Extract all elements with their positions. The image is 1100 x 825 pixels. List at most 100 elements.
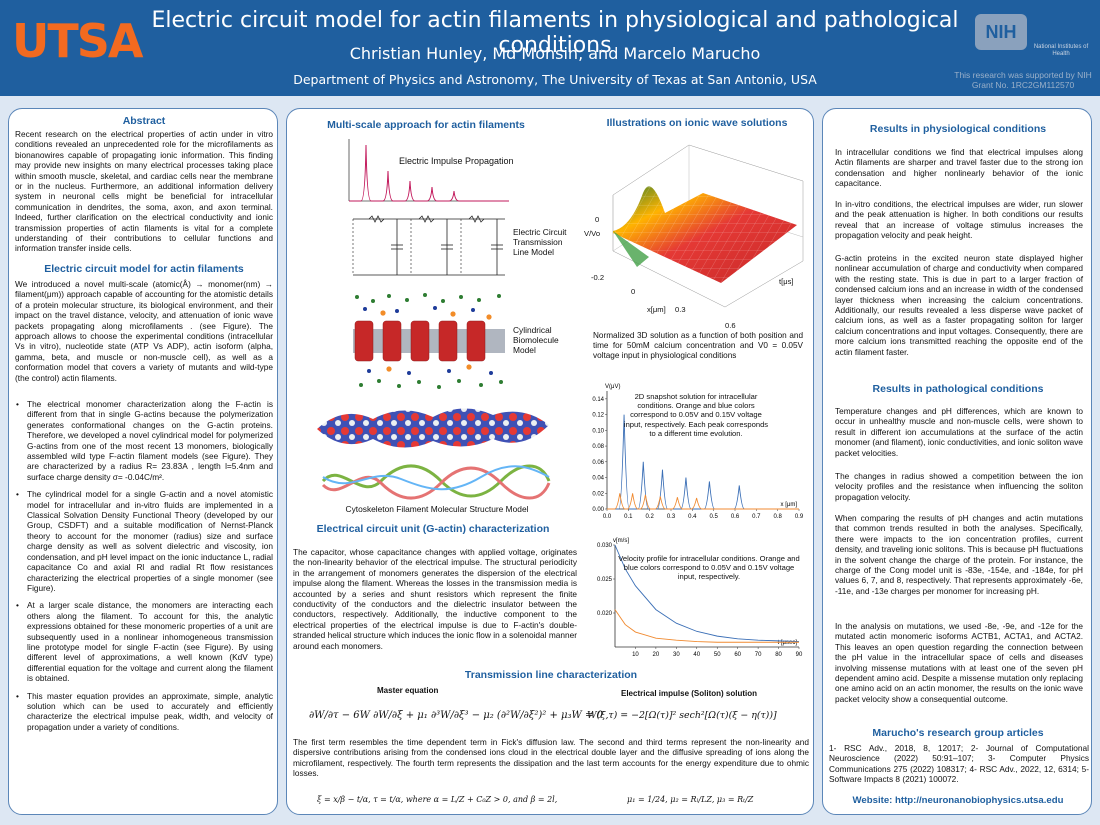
x-tick-label: 70 — [755, 652, 762, 658]
master-equation: ∂W/∂τ − 6W ∂W/∂ξ + μ₁ ∂³W/∂ξ³ − μ₂ (∂²W/… — [309, 710, 603, 721]
cylinder-model-label: Cylindrical Biomolecule Model — [513, 325, 559, 355]
y-tick-label: 0.14 — [592, 397, 604, 403]
physiological-paragraph: In in-vitro conditions, the electrical i… — [835, 199, 1083, 241]
poster-header: UTSA Electric circuit model for actin fi… — [0, 0, 1100, 96]
snapshot-caption: 2D snapshot solution for intracellular c… — [623, 392, 769, 438]
x-tick-label: 40 — [693, 652, 700, 658]
velocity-chart: 10 20 30 40 50 60 70 80 90 0.020 0.025 0.030 t [μsec… — [597, 538, 803, 658]
x-tick-label: 0.9 — [795, 514, 804, 520]
pathological-paragraph: The changes in radius showed a competiti… — [835, 471, 1083, 502]
x-tick-label: 0.0 — [603, 514, 612, 520]
website-link[interactable]: Website: http://neuronanobiophysics.utsa… — [852, 795, 1064, 806]
y-axis-label: t[μs] — [779, 277, 794, 286]
y-tick-label: 0.025 — [597, 577, 613, 583]
variables-equation: ξ = x/β − t/α, τ = t/α, where α = L/Z + … — [317, 795, 558, 804]
x-tick-label: 0.3 — [667, 514, 676, 520]
x-tick-label: 0.7 — [752, 514, 761, 520]
cytoskeleton-structure-figure — [321, 464, 551, 500]
x-tick-label: 50 — [714, 652, 721, 658]
pathological-paragraph: Temperature changes and pH differences, … — [835, 406, 1083, 458]
affiliation: Department of Physics and Astronomy, The… — [293, 72, 817, 87]
series-line — [614, 544, 800, 643]
y-tick-label: 0.06 — [592, 460, 604, 466]
x-tick: 0.3 — [675, 305, 686, 314]
mu-coefficients: μ₁ = 1/24, μ₂ = Rₗ/LZ, μ₃ = Rₜ/Z — [627, 795, 754, 804]
snapshot-chart: 0.0 0.1 0.2 0.3 0.4 0.5 0.6 0.7 0.8 0.9 0.00 0.02 0.… — [592, 384, 804, 520]
y-tick-label: 0.12 — [592, 413, 604, 419]
right-column: Results in physiological conditions In i… — [822, 108, 1092, 815]
circuit-model-text: We introduced a novel multi-scale (atomi… — [15, 279, 273, 383]
x-tick-label: 20 — [653, 652, 660, 658]
y-axis-label: V(μV) — [605, 384, 620, 390]
plot-3d-caption: Normalized 3D solution as a function of … — [593, 331, 803, 360]
x-tick-label: 30 — [673, 652, 680, 658]
x-tick-label: 0.6 — [731, 514, 740, 520]
impulse-propagation-figure — [348, 139, 509, 202]
physiological-paragraph: In intracellular conditions we find that… — [835, 147, 1083, 189]
circuit-unit-text: The capacitor, whose capacitance changes… — [293, 547, 577, 651]
y-tick-label: 0.04 — [592, 476, 604, 482]
ionic-waves-title: Illustrations on ionic wave solutions — [606, 117, 788, 129]
utsa-logo: UTSA — [12, 14, 143, 68]
transmission-line-circuit — [352, 215, 505, 276]
x-tick-label: 0.5 — [709, 514, 718, 520]
y-tick-label: 0.020 — [597, 611, 613, 617]
series-line — [607, 493, 799, 510]
cytoskeleton-label: Cytoskeleton Filament Molecular Structur… — [345, 504, 529, 514]
transmission-line-text: The first term resembles the time depend… — [293, 737, 809, 779]
transmission-line-label: Electric Circuit Transmission Line Model — [513, 227, 567, 257]
middle-column: Multi-scale approach for actin filaments… — [286, 108, 814, 815]
x-tick-label: 0.2 — [645, 514, 654, 520]
y-axis-label: v[m/s] — [613, 538, 629, 544]
x-tick: 0 — [631, 287, 636, 296]
x-tick-label: 0.4 — [688, 514, 697, 520]
bullet-item: At a larger scale distance, the monomers… — [15, 600, 273, 683]
pathological-results-title: Results in pathological conditions — [872, 383, 1044, 395]
circuit-model-title: Electric circuit model for actin filamen… — [44, 263, 244, 275]
x-tick-label: 60 — [734, 652, 741, 658]
multiscale-title: Multi-scale approach for actin filaments — [327, 119, 525, 131]
impulse-label: Electric Impulse Propagation — [399, 156, 514, 166]
grant-note: This research was supported by NIH Grant… — [954, 70, 1092, 90]
bullet-item: The cylindrical model for a single G-act… — [15, 489, 273, 593]
z-axis-label: V/Vo — [584, 229, 601, 238]
molecular-surface-figure — [317, 408, 549, 448]
cylinder-model-figure — [353, 293, 505, 389]
x-tick-label: 10 — [632, 652, 639, 658]
master-equation-label: Master equation — [377, 686, 439, 695]
bullet-item: This master equation provides an approxi… — [15, 691, 273, 733]
soliton-equation: W(ξ,τ) = −2[Ω(τ)]² sech²[Ω(τ)(ξ − η(τ))] — [587, 710, 777, 721]
physiological-paragraph: G-actin proteins in the excited neuron s… — [835, 253, 1083, 357]
articles-list: 1- RSC Adv., 2018, 8, 12017; 2- Journal … — [829, 743, 1089, 785]
method-bullets: The electrical monomer characterization … — [15, 399, 273, 739]
x-axis-label: x[μm] — [647, 305, 666, 314]
physiological-results-title: Results in physiological conditions — [869, 123, 1047, 135]
x-tick-label: 0.1 — [624, 514, 633, 520]
series-line — [614, 609, 799, 643]
abstract-text: Recent research on the electrical proper… — [15, 129, 273, 254]
transmission-line-title: Transmission line characterization — [464, 669, 638, 681]
plot-3d-surface — [612, 144, 804, 308]
z-tick: -0.2 — [591, 273, 605, 282]
circuit-unit-title: Electrical circuit unit (G-actin) charac… — [316, 523, 550, 535]
left-column: Abstract Recent research on the electric… — [8, 108, 278, 815]
nih-name: National Institutes of Health — [1033, 44, 1089, 57]
y-tick-label: 0.00 — [592, 507, 604, 513]
x-tick-label: 0.8 — [773, 514, 782, 520]
poster-title: Electric circuit model for actin filamen… — [151, 8, 959, 58]
articles-title: Marucho's research group articles — [872, 727, 1044, 739]
abstract-title: Abstract — [122, 115, 166, 127]
x-tick-label: 90 — [796, 652, 803, 658]
y-tick-label: 0.030 — [597, 543, 613, 549]
bullet-item: The electrical monomer characterization … — [15, 399, 273, 482]
nih-logo: NIH — [975, 14, 1027, 50]
pathological-paragraph: In the analysis on mutations, we used -8… — [835, 621, 1083, 704]
y-tick-label: 0.02 — [592, 491, 604, 497]
velocity-caption: Velocity profile for intracellular condi… — [618, 554, 800, 582]
z-tick: 0 — [595, 215, 600, 224]
soliton-solution-label: Electrical impulse (Soliton) solution — [621, 689, 758, 698]
x-axis-label: x [μm] — [781, 502, 798, 508]
pathological-paragraph: When comparing the results of pH changes… — [835, 513, 1083, 596]
y-tick-label: 0.10 — [592, 428, 604, 434]
y-tick-label: 0.08 — [592, 444, 604, 450]
